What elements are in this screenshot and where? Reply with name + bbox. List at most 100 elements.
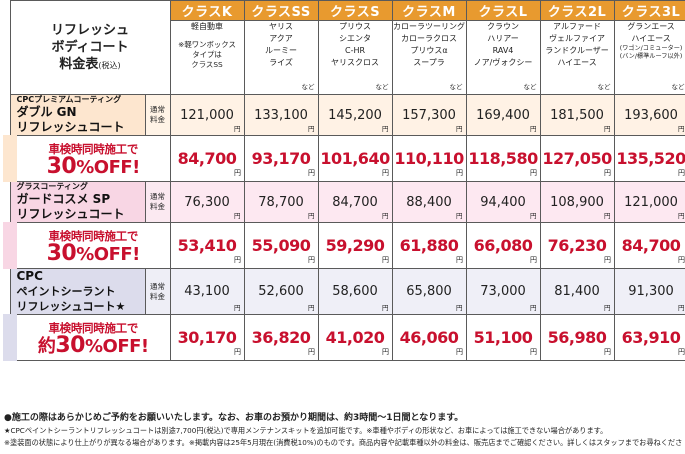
cars-class-ss: ヤリス アクア ルーミー ライズ など	[243, 20, 319, 95]
yen-label: 円	[530, 256, 537, 264]
yen-label: 円	[456, 212, 463, 220]
product1-name-line1: ダブル GN	[16, 105, 77, 119]
price-value: 145,200	[328, 107, 382, 123]
sale-price-value: 30,170	[177, 328, 237, 347]
sale-price-value: 41,020	[325, 328, 385, 347]
car-name: ヤリス	[269, 22, 294, 31]
yen-label: 円	[382, 212, 389, 220]
yen-label: 円	[678, 256, 685, 264]
product2-name-line2: リフレッシュコート	[16, 207, 125, 221]
yen-label: 円	[604, 348, 611, 356]
yen-label: 円	[456, 256, 463, 264]
sale-price-value: 127,050	[542, 149, 612, 168]
car-name: プリウスα	[410, 46, 448, 55]
price-value: 94,400	[480, 194, 526, 210]
class-k-note-line2: タイプは	[192, 50, 222, 59]
normal-price-tag: 通常 料金	[144, 268, 171, 315]
product3-sale-row: 車検時同時施工で 約30%OFF! 30,170 円 36,820 円 41,020 円…	[2, 314, 685, 361]
sale-price-value: 36,820	[251, 328, 311, 347]
product1-sale-row: 車検時同時施工で 30%OFF! 84,700 円 93,170 円 101,640 円…	[2, 135, 685, 182]
sale-price-cell: 76,230 円	[539, 222, 615, 269]
sale-price-value: 84,700	[621, 236, 681, 255]
sale-discount-label: 車検時同時施工で 30%OFF!	[2, 222, 171, 269]
sale-price-value: 59,290	[325, 236, 385, 255]
product1-subtitle: CPCプレミアムコーティング	[16, 95, 122, 105]
yen-label: 円	[234, 348, 241, 356]
car-variant-note: (ワゴン/コミューター)	[619, 45, 683, 52]
cars-class-l: クラウン ハリアー RAV4 ノア/ヴォクシー など	[465, 20, 541, 95]
sale-label-line1: 車検時同時施工で	[48, 321, 139, 335]
car-name: 軽自動車	[191, 22, 224, 31]
class-l-header: クラスL	[465, 0, 541, 21]
title-line3: 料金表(税込)	[11, 56, 169, 74]
cars-class-3l: グランエース ハイエース (ワゴン/コミューター) (バン/標準ルーフ以外) な…	[613, 20, 685, 95]
product1-normal-row: CPCプレミアムコーティング ダブル GN リフレッシュコート 通常 料金 121…	[9, 94, 685, 136]
price-value: 169,400	[476, 107, 530, 123]
price-cell: 169,400 円	[465, 94, 541, 136]
class-header-row: リフレッシュ ボディコート 料金表(税込) クラスK クラスSS クラスS クラ…	[9, 0, 685, 95]
sale-price-value: 63,910	[621, 328, 681, 347]
class-k-note-line1: ※軽ワンボックス	[178, 40, 236, 49]
normal-tag-line2: 料金	[150, 202, 165, 211]
title-line1: リフレッシュ	[51, 22, 130, 38]
car-name: アクア	[269, 34, 293, 43]
class-ss-header: クラスSS	[243, 0, 319, 21]
sale-label-percent: 30	[55, 333, 85, 358]
sale-price-value: 66,080	[473, 236, 533, 255]
yen-label: 円	[678, 125, 685, 133]
sale-label-percent: 30	[46, 154, 77, 179]
sale-price-value: 84,700	[177, 149, 237, 168]
sale-price-cell: 46,060 円	[391, 314, 467, 361]
price-cell: 73,000 円	[465, 268, 541, 315]
sale-price-value: 101,640	[320, 149, 390, 168]
car-name: クラウン	[487, 22, 520, 31]
yen-label: 円	[234, 212, 241, 220]
yen-label: 円	[530, 125, 537, 133]
sale-price-cell: 84,700 円	[169, 135, 245, 182]
price-cell: 121,000 円	[169, 94, 245, 136]
product1-label: CPCプレミアムコーティング ダブル GN リフレッシュコート	[9, 94, 146, 136]
car-name: C-HR	[344, 46, 366, 55]
price-cell: 145,200 円	[317, 94, 393, 136]
sale-price-cell: 101,640 円	[317, 135, 393, 182]
normal-tag-line1: 通常	[150, 281, 165, 291]
price-table: リフレッシュ ボディコート 料金表(税込) クラスK クラスSS クラスS クラ…	[2, 0, 685, 361]
car-variant-note: (バン/標準ルーフ以外)	[619, 53, 683, 60]
price-cell: 52,600 円	[243, 268, 319, 315]
normal-price-tag: 通常 料金	[144, 94, 171, 136]
price-value: 52,600	[258, 284, 304, 299]
price-value: 121,000	[180, 107, 234, 123]
price-value: 73,000	[480, 284, 526, 299]
car-name: カローラクロス	[401, 34, 458, 43]
normal-tag-line1: 通常	[150, 192, 165, 201]
car-name: ハイエース	[631, 34, 671, 43]
sale-price-value: 93,170	[251, 149, 311, 168]
price-cell: 88,400 円	[391, 181, 467, 223]
price-value: 121,000	[624, 194, 678, 210]
cars-class-m: カローラツーリング カローラクロス プリウスα スープラ など	[391, 20, 467, 95]
yen-label: 円	[604, 304, 611, 312]
price-value: 43,100	[184, 284, 230, 299]
car-name: ヤリスクロス	[331, 58, 380, 67]
yen-label: 円	[530, 348, 537, 356]
sale-price-cell: 93,170 円	[243, 135, 319, 182]
product2-sale-row: 車検時同時施工で 30%OFF! 53,410 円 55,090 円 59,290 円 …	[2, 222, 685, 269]
table-title: リフレッシュ ボディコート 料金表(税込)	[9, 0, 171, 95]
price-cell: 121,000 円	[613, 181, 685, 223]
title-line2: ボディコート	[51, 39, 129, 55]
class-m-header: クラスM	[391, 0, 467, 21]
sale-price-cell: 61,880 円	[391, 222, 467, 269]
sale-label-line2: 30%OFF!	[24, 243, 169, 265]
price-cell: 157,300 円	[391, 94, 467, 136]
car-name: ライズ	[269, 58, 293, 67]
car-name: スープラ	[413, 58, 445, 67]
product2-normal-row: グラスコーティング ガードコスメ SP リフレッシュコート 通常 料金 76,30…	[9, 181, 685, 223]
sale-label-off: %OFF!	[85, 336, 149, 357]
yen-label: 円	[382, 304, 389, 312]
car-name: ノア/ヴォクシー	[473, 58, 533, 67]
price-value: 65,800	[406, 284, 452, 299]
normal-price-tag: 通常 料金	[144, 181, 171, 223]
yen-label: 円	[604, 212, 611, 220]
price-value: 157,300	[402, 107, 456, 123]
class-s-header: クラスS	[317, 0, 393, 21]
